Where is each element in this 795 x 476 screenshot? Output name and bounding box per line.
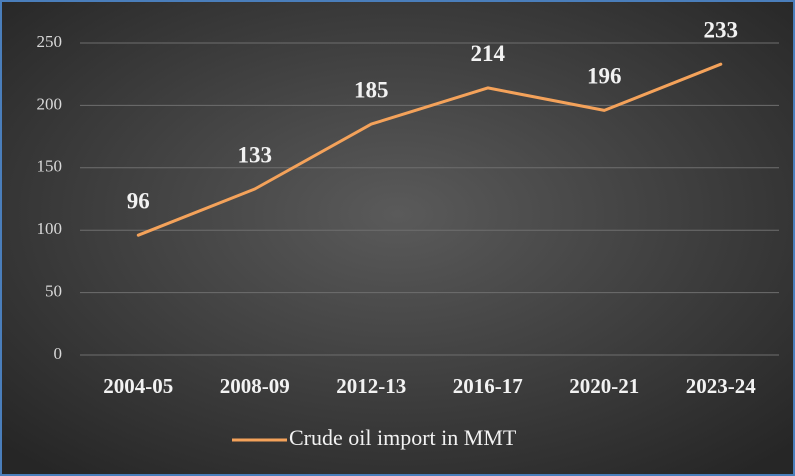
series-line: [136, 62, 723, 237]
data-label: 133: [238, 142, 273, 167]
y-tick-label: 250: [37, 32, 63, 51]
y-tick-label: 100: [37, 219, 63, 238]
data-label: 196: [587, 64, 622, 89]
legend-label: Crude oil import in MMT: [289, 425, 517, 450]
x-tick-label: 2020-21: [569, 374, 639, 398]
x-tick-label: 2023-24: [686, 374, 756, 398]
x-tick-label: 2012-13: [336, 374, 406, 398]
x-tick-label: 2016-17: [453, 374, 523, 398]
y-tick-label: 150: [37, 157, 63, 176]
data-label: 214: [471, 41, 506, 66]
y-tick-label: 50: [45, 282, 62, 301]
data-label: 96: [127, 188, 150, 213]
y-tick-label: 200: [37, 94, 63, 113]
x-tick-label: 2008-09: [220, 374, 290, 398]
x-tick-label: 2004-05: [103, 374, 173, 398]
y-tick-label: 0: [54, 344, 63, 363]
data-label: 185: [354, 77, 389, 102]
data-label: 233: [704, 17, 739, 42]
